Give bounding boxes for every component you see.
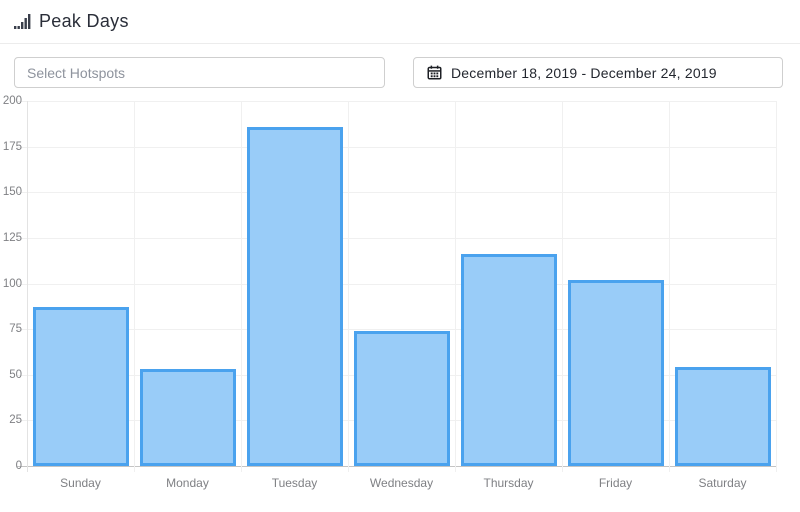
bar-saturday[interactable] xyxy=(675,367,771,466)
gridline xyxy=(17,329,776,330)
bar-thursday[interactable] xyxy=(461,254,557,466)
gridline xyxy=(348,101,349,472)
date-range-picker[interactable]: December 18, 2019 - December 24, 2019 xyxy=(413,57,783,88)
y-axis-tick-label: 50 xyxy=(9,369,22,381)
x-axis-tick-label: Wednesday xyxy=(369,476,434,490)
x-axis-tick-label: Friday xyxy=(598,476,633,490)
gridline xyxy=(776,101,777,472)
bar-sunday[interactable] xyxy=(33,307,129,466)
gridline xyxy=(17,101,776,102)
gridline xyxy=(17,238,776,239)
x-axis-tick-label: Tuesday xyxy=(271,476,318,490)
x-axis-tick-label: Sunday xyxy=(60,476,101,490)
x-axis-tick-label: Thursday xyxy=(483,476,534,490)
select-hotspots-input[interactable] xyxy=(14,57,385,88)
gridline xyxy=(669,101,670,472)
y-axis-tick-label: 125 xyxy=(2,232,22,244)
zero-gridline xyxy=(17,466,776,467)
calendar-icon xyxy=(427,65,442,80)
bar-friday[interactable] xyxy=(568,280,664,466)
gridline xyxy=(241,101,242,472)
gridline xyxy=(562,101,563,472)
x-axis-tick-label: Monday xyxy=(166,476,209,490)
gridline xyxy=(17,284,776,285)
date-range-label: December 18, 2019 - December 24, 2019 xyxy=(451,64,717,81)
bar-chart-icon xyxy=(14,14,31,29)
page-title: Peak Days xyxy=(39,11,129,31)
x-axis-tick-label: Saturday xyxy=(698,476,747,490)
gridline xyxy=(455,101,456,472)
bar-tuesday[interactable] xyxy=(247,127,343,466)
controls-row: December 18, 2019 - December 24, 2019 xyxy=(0,44,800,90)
y-axis-line xyxy=(27,101,28,472)
gridline xyxy=(17,192,776,193)
gridline xyxy=(17,147,776,148)
y-axis-tick-label: 200 xyxy=(2,95,22,107)
y-axis-tick-label: 25 xyxy=(9,414,22,426)
y-axis-tick-label: 150 xyxy=(2,186,22,198)
bar-wednesday[interactable] xyxy=(354,331,450,466)
y-axis-tick-label: 100 xyxy=(2,278,22,290)
y-axis-tick-label: 0 xyxy=(15,460,22,472)
y-axis-tick-label: 175 xyxy=(2,141,22,153)
y-axis-tick-label: 75 xyxy=(9,323,22,335)
bar-monday[interactable] xyxy=(140,369,236,466)
bar-chart: 0 25 50 75 100 125 150 175 200 Sunday Monday Tuesda… xyxy=(0,90,800,512)
panel-header: Peak Days xyxy=(0,0,800,44)
gridline xyxy=(134,101,135,472)
